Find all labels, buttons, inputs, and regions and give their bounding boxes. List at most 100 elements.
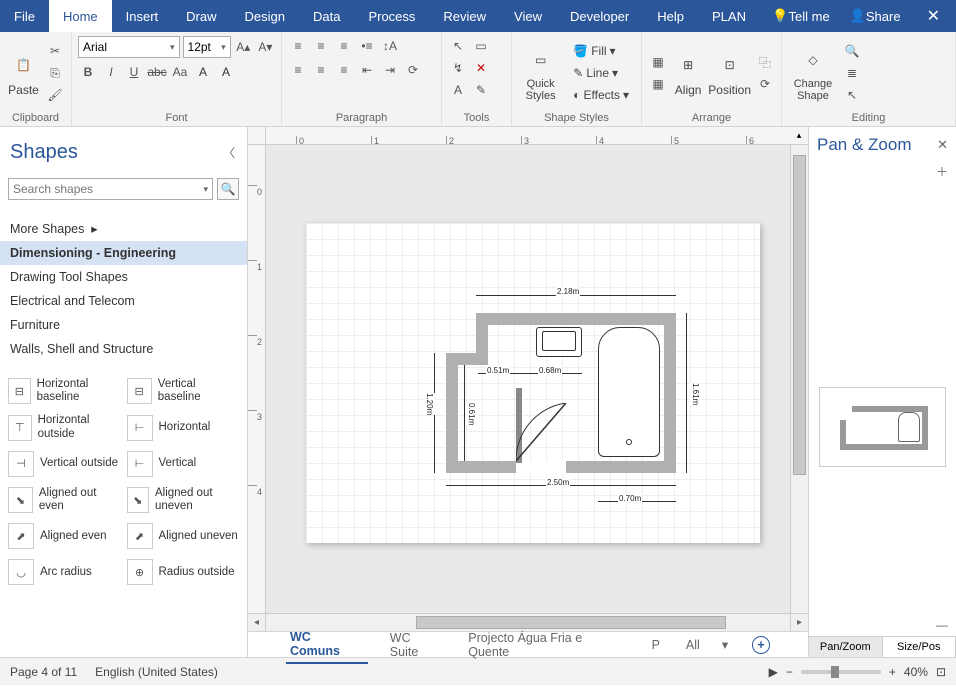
shape-stencil[interactable]: ⊢Horizontal (125, 411, 242, 443)
tab-process[interactable]: Process (354, 0, 429, 32)
align-center-button[interactable]: ≡ (311, 60, 331, 80)
scroll-up-button[interactable]: ▴ (790, 127, 808, 145)
close-pane-icon[interactable]: ✕ (937, 137, 948, 153)
format-painter-button[interactable]: 🖌 (45, 85, 65, 105)
tab-plan[interactable]: PLAN (698, 0, 760, 32)
underline-button[interactable]: U (124, 62, 144, 82)
bathtub-fixture[interactable] (598, 327, 660, 457)
decrease-indent-button[interactable]: ⇤ (357, 60, 377, 80)
layers-button[interactable]: ≣ (842, 63, 862, 83)
more-shapes-button[interactable]: More Shapes ▸ (0, 216, 247, 241)
grow-font-button[interactable]: A▴ (234, 37, 253, 57)
zoom-out-button[interactable]: − (786, 665, 793, 679)
tab-file[interactable]: File (0, 0, 49, 32)
tab-home[interactable]: Home (49, 0, 112, 32)
rotate-text-button[interactable]: ⟳ (403, 60, 423, 80)
shape-stencil[interactable]: ⬊Aligned out even (6, 484, 123, 516)
rotate-button[interactable]: ⟳ (755, 74, 775, 94)
shape-category[interactable]: Dimensioning - Engineering (0, 241, 247, 265)
vertical-scrollbar[interactable] (790, 145, 808, 613)
sheet-tab[interactable]: All (682, 634, 704, 656)
align-top-button[interactable]: ≡ (288, 36, 308, 56)
pan-zoom-thumbnail[interactable] (819, 387, 946, 467)
change-shape-button[interactable]: ◇Change Shape (788, 36, 838, 110)
shape-stencil[interactable]: ⊟Vertical baseline (125, 375, 242, 407)
tab-insert[interactable]: Insert (112, 0, 173, 32)
align-right-button[interactable]: ≡ (334, 60, 354, 80)
horizontal-scrollbar[interactable] (266, 614, 790, 631)
shrink-font-button[interactable]: A▾ (256, 37, 275, 57)
increase-indent-button[interactable]: ⇥ (380, 60, 400, 80)
zoom-in-button[interactable]: + (889, 665, 896, 679)
language-indicator[interactable]: English (United States) (95, 665, 218, 679)
shape-stencil[interactable]: ⊣Vertical outside (6, 448, 123, 480)
font-highlight-button[interactable]: A (193, 62, 213, 82)
share-tab[interactable]: 👤 Share (840, 8, 911, 24)
rpane-tab-panzoom[interactable]: Pan/Zoom (809, 637, 883, 657)
strike-button[interactable]: abc (147, 62, 167, 82)
group-button[interactable]: ⿻ (755, 52, 775, 72)
rectangle-tool[interactable]: ▭ (471, 36, 491, 56)
shape-category[interactable]: Walls, Shell and Structure (0, 337, 247, 361)
bring-forward-button[interactable]: ▦ (648, 52, 668, 72)
sheet-tab[interactable]: WC Suite (386, 627, 446, 663)
record-macro-icon[interactable]: ▶ (769, 665, 778, 679)
add-sheet-button[interactable]: + (752, 636, 770, 654)
rpane-tab-sizepos[interactable]: Size/Pos (883, 637, 956, 657)
align-button[interactable]: ⊞Align (672, 36, 704, 110)
paste-button[interactable]: 📋 Paste (6, 36, 41, 110)
bullets-button[interactable]: •≡ (357, 36, 377, 56)
page-indicator[interactable]: Page 4 of 11 (10, 665, 77, 679)
position-button[interactable]: ⊡Position (708, 36, 751, 110)
search-icon[interactable]: 🔍 (217, 178, 239, 200)
drawing-canvas[interactable]: 2.18m 1.61m 2.50m 0.70m 1.20m 0.61m 0.51… (266, 145, 790, 613)
tab-review[interactable]: Review (429, 0, 500, 32)
send-backward-button[interactable]: ▦ (648, 74, 668, 94)
tab-design[interactable]: Design (231, 0, 299, 32)
tab-draw[interactable]: Draw (172, 0, 230, 32)
tab-help[interactable]: Help (643, 0, 698, 32)
search-shapes-input[interactable]: Search shapes▾ (8, 178, 213, 200)
copy-button[interactable]: ⎘ (45, 63, 65, 83)
freeform-tool[interactable]: ✎ (471, 80, 491, 100)
tellme-tab[interactable]: 💡 Tell me (762, 8, 839, 24)
shape-stencil[interactable]: ⊢Vertical (125, 448, 242, 480)
shape-category[interactable]: Furniture (0, 313, 247, 337)
align-bottom-button[interactable]: ≡ (334, 36, 354, 56)
shape-stencil[interactable]: ⬈Aligned even (6, 520, 123, 552)
zoom-level[interactable]: 40% (904, 665, 928, 679)
line-button[interactable]: ✎ Line ▾ (567, 63, 635, 83)
text-direction-button[interactable]: ↕A (380, 36, 400, 56)
fit-page-button[interactable]: ⊡ (936, 665, 946, 679)
delete-tool[interactable]: ✕ (471, 58, 491, 78)
text-tool[interactable]: A (448, 80, 468, 100)
find-button[interactable]: 🔍 (842, 41, 862, 61)
font-color-button[interactable]: A (216, 62, 236, 82)
select-button[interactable]: ↖ (842, 85, 862, 105)
shape-stencil[interactable]: ⊤Horizontal outside (6, 411, 123, 443)
font-family-combo[interactable]: Arial▾ (78, 36, 180, 58)
shape-category[interactable]: Electrical and Telecom (0, 289, 247, 313)
close-icon[interactable]: ✕ (911, 6, 956, 26)
sheet-tab[interactable]: WC Comuns (286, 626, 368, 664)
sheet-tab[interactable]: Projecto Água Fria e Quente (464, 627, 629, 663)
collapse-shapes-icon[interactable]: 〈 (223, 144, 235, 161)
sheet-nav-icon[interactable]: ▾ (722, 637, 728, 652)
fill-button[interactable]: 🪣 Fill ▾ (567, 41, 635, 61)
shape-stencil[interactable]: ◡Arc radius (6, 556, 123, 588)
quick-styles-button[interactable]: ▭Quick Styles (518, 36, 563, 110)
connector-tool[interactable]: ↯ (448, 58, 468, 78)
bold-button[interactable]: B (78, 62, 98, 82)
effects-button[interactable]: ◐ Effects ▾ (567, 85, 635, 105)
scroll-right-button[interactable]: ▸ (790, 614, 808, 631)
shape-stencil[interactable]: ⬊Aligned out uneven (125, 484, 242, 516)
page[interactable]: 2.18m 1.61m 2.50m 0.70m 1.20m 0.61m 0.51… (306, 223, 760, 543)
zoom-slider[interactable] (801, 670, 881, 674)
tab-developer[interactable]: Developer (556, 0, 643, 32)
sheet-tab[interactable]: P (648, 634, 664, 656)
scroll-left-button[interactable]: ◂ (248, 614, 266, 631)
tab-data[interactable]: Data (299, 0, 354, 32)
shape-stencil[interactable]: ⊕Radius outside (125, 556, 242, 588)
align-left-button[interactable]: ≡ (288, 60, 308, 80)
tab-view[interactable]: View (500, 0, 556, 32)
